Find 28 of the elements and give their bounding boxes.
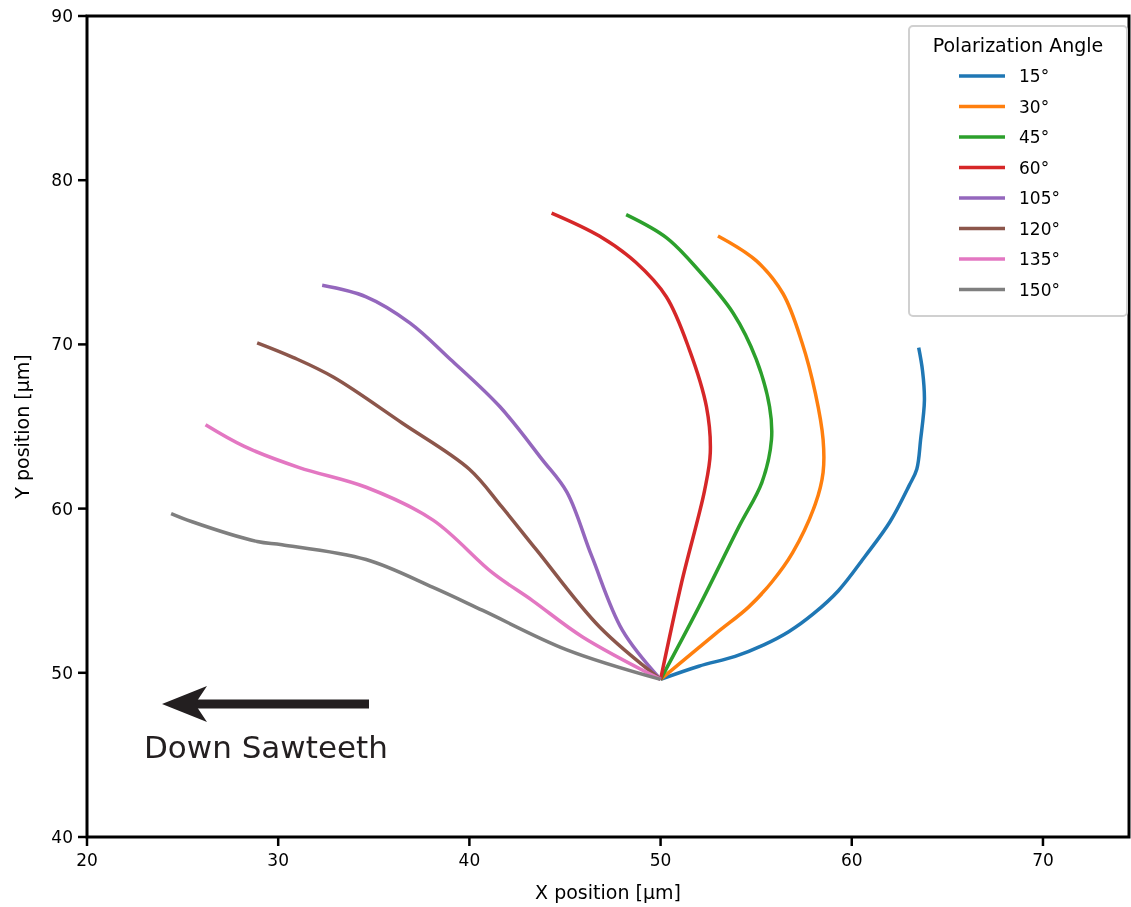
legend-label: 105° <box>1019 188 1060 208</box>
y-axis-title: Y position [μm] <box>11 354 33 500</box>
y-tick-label: 70 <box>51 334 73 355</box>
y-tick-label: 80 <box>51 170 73 191</box>
legend-label: 30° <box>1019 96 1050 117</box>
legend-title: Polarization Angle <box>932 34 1104 56</box>
legend-label: 15° <box>1019 66 1050 86</box>
x-tick-label: 50 <box>649 850 672 870</box>
y-tick-label: 50 <box>51 662 73 683</box>
legend-label: 45° <box>1019 127 1050 147</box>
x-tick-label: 20 <box>76 850 98 870</box>
y-tick-label: 90 <box>51 6 73 26</box>
legend-label: 135° <box>1019 249 1060 269</box>
x-axis-title: X position [μm] <box>535 881 681 903</box>
legend-label: 60° <box>1019 157 1050 178</box>
legend-label: 150° <box>1019 279 1060 300</box>
x-tick-label: 60 <box>840 850 863 870</box>
y-tick-label: 60 <box>51 498 73 519</box>
legend-label: 120° <box>1019 218 1060 239</box>
x-tick-label: 70 <box>1032 850 1054 870</box>
line-series <box>549 211 713 682</box>
y-tick-label: 40 <box>51 827 73 847</box>
x-tick-label: 30 <box>267 850 290 870</box>
line-series <box>658 345 927 682</box>
annotation: Down Sawteeth <box>144 729 388 765</box>
line-series <box>320 283 663 682</box>
x-tick-label: 40 <box>458 850 481 870</box>
line-series <box>169 511 663 682</box>
